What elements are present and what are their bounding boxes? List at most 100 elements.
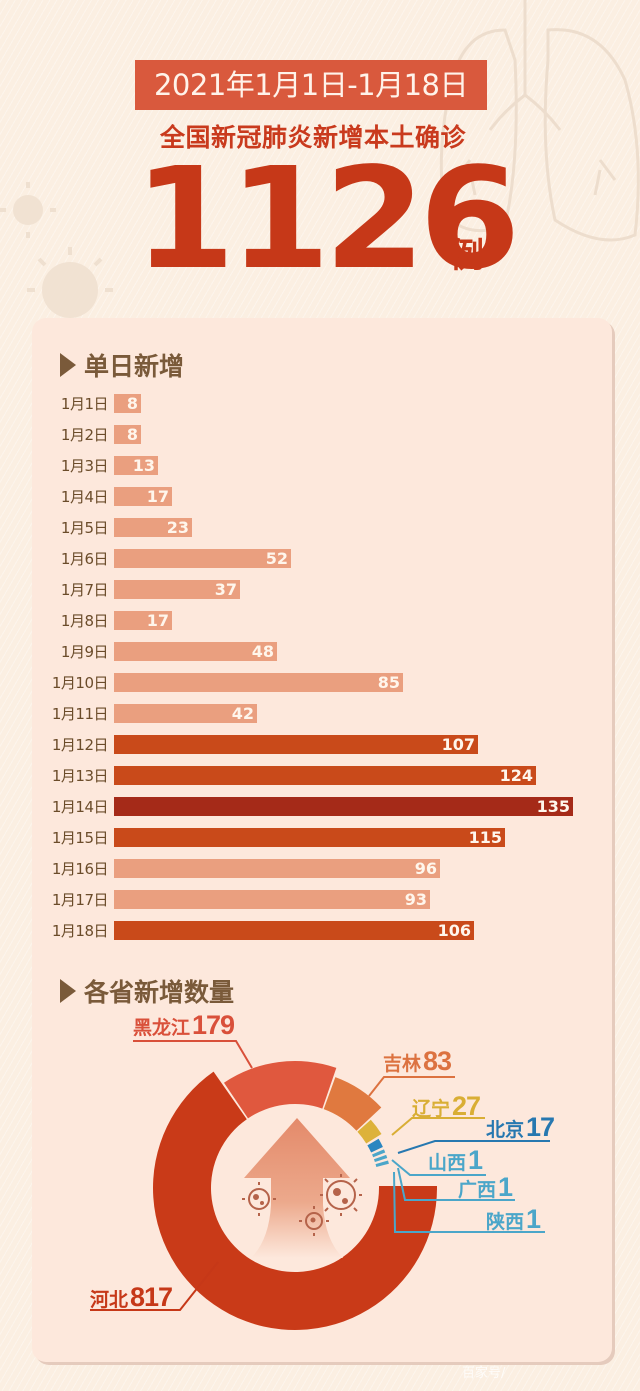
bar-value: 135 [114, 797, 573, 816]
province-count: 17 [526, 1112, 555, 1142]
daily-section-title: 单日新增 [60, 347, 184, 383]
province-count: 83 [423, 1046, 452, 1076]
bar-date-label: 1月17日 [51, 891, 109, 909]
province-callout: 黑龙江 179 [133, 1010, 235, 1041]
bar-date-label: 1月8日 [60, 612, 109, 630]
callout-leader-line [397, 1167, 515, 1201]
total-cases-number: 1126 [134, 138, 521, 301]
bar-date-label: 1月11日 [51, 705, 109, 723]
bar-row: 1月15日 115 [0, 827, 505, 848]
bar-value: 37 [114, 580, 240, 599]
bar-value: 115 [114, 828, 505, 847]
province-count: 817 [130, 1282, 173, 1312]
province-callout: 陕西 1 [486, 1204, 541, 1235]
province-count: 27 [452, 1091, 481, 1121]
province-section-title: 各省新增数量 [60, 973, 234, 1009]
donut-segment [223, 1061, 337, 1119]
bar-row: 1月7日 37 [0, 579, 240, 600]
province-count: 1 [526, 1204, 541, 1234]
bar-row: 1月12日 107 [0, 734, 478, 755]
date-range-banner: 2021年1月1日-1月18日 [135, 60, 487, 110]
bar-row: 1月4日 17 [0, 486, 172, 507]
bar-row: 1月13日 124 [0, 765, 536, 786]
bar-row: 1月3日 13 [0, 455, 158, 476]
bar-date-label: 1月18日 [51, 922, 109, 940]
bar-value: 42 [114, 704, 257, 723]
bar-date-label: 1月3日 [60, 457, 109, 475]
donut-segment [357, 1119, 382, 1144]
bar-date-label: 1月12日 [51, 736, 109, 754]
bar-date-label: 1月13日 [51, 767, 109, 785]
province-callout: 广西 1 [458, 1172, 513, 1203]
bar-value: 93 [114, 890, 430, 909]
province-callout: 山西 1 [428, 1145, 483, 1176]
bar-date-label: 1月16日 [51, 860, 109, 878]
province-name: 河北 [90, 1289, 129, 1311]
virus-icon [248, 1180, 356, 1230]
province-name: 黑龙江 [133, 1017, 191, 1039]
bar-date-label: 1月14日 [51, 798, 109, 816]
bar-row: 1月1日 8 [0, 393, 141, 414]
callout-leader-line [393, 1171, 545, 1233]
donut-segment [372, 1149, 386, 1158]
up-arrow-icon [244, 1118, 350, 1258]
callout-leader-line [368, 1076, 455, 1097]
donut-segment [373, 1154, 388, 1163]
bar-row: 1月6日 52 [0, 548, 291, 569]
bar-date-label: 1月9日 [60, 643, 109, 661]
bar-value: 96 [114, 859, 440, 878]
callout-leader-line [133, 1040, 253, 1069]
donut-segment [375, 1160, 389, 1167]
bar-row: 1月9日 48 [0, 641, 277, 662]
bar-row: 1月5日 23 [0, 517, 192, 538]
bar-value: 52 [114, 549, 291, 568]
donut-segment [323, 1077, 382, 1131]
bar-row: 1月2日 8 [0, 424, 141, 445]
callout-leader-line [90, 1261, 219, 1311]
callout-leader-line [391, 1159, 486, 1176]
province-name: 辽宁 [412, 1098, 451, 1120]
bar-date-label: 1月6日 [60, 550, 109, 568]
callout-leader-line [397, 1140, 550, 1154]
headline-subtitle: 全国新冠肺炎新增本土确诊 [159, 123, 466, 152]
play-triangle-icon [60, 353, 76, 377]
bar-row: 1月16日 96 [0, 858, 440, 879]
province-name: 陕西 [486, 1211, 525, 1233]
province-callout: 吉林 83 [383, 1046, 452, 1077]
province-name: 吉林 [383, 1053, 422, 1075]
bar-value: 85 [114, 673, 403, 692]
bar-value: 17 [114, 487, 172, 506]
bar-row: 1月10日 85 [0, 672, 403, 693]
province-name: 广西 [458, 1179, 497, 1201]
province-count: 179 [192, 1010, 235, 1040]
donut-segment [152, 1071, 438, 1330]
bar-value: 48 [114, 642, 277, 661]
bar-date-label: 1月10日 [51, 674, 109, 692]
bar-value: 23 [114, 518, 192, 537]
province-callout: 辽宁 27 [412, 1091, 481, 1122]
daily-section-label: 单日新增 [84, 352, 185, 381]
watermark: 百家号/ [462, 1366, 506, 1381]
bar-value: 17 [114, 611, 172, 630]
province-callout: 北京 17 [486, 1112, 555, 1143]
province-name: 北京 [486, 1119, 525, 1141]
bar-date-label: 1月15日 [51, 829, 109, 847]
bar-date-label: 1月5日 [60, 519, 109, 537]
bar-date-label: 1月7日 [60, 581, 109, 599]
bar-row: 1月11日 42 [0, 703, 257, 724]
callout-leader-line [391, 1117, 485, 1136]
play-triangle-icon [60, 979, 76, 1003]
bar-value: 8 [114, 425, 141, 444]
bar-row: 1月17日 93 [0, 889, 430, 910]
bar-value: 106 [114, 921, 474, 940]
province-name: 山西 [428, 1152, 467, 1174]
province-count: 1 [498, 1172, 513, 1202]
province-section-label: 各省新增数量 [84, 978, 235, 1007]
donut-segment [367, 1138, 383, 1153]
bar-value: 107 [114, 735, 478, 754]
total-cases-unit: 例 [450, 236, 484, 276]
bar-value: 13 [114, 456, 158, 475]
bar-date-label: 1月2日 [60, 426, 109, 444]
province-callout: 河北 817 [90, 1282, 173, 1313]
